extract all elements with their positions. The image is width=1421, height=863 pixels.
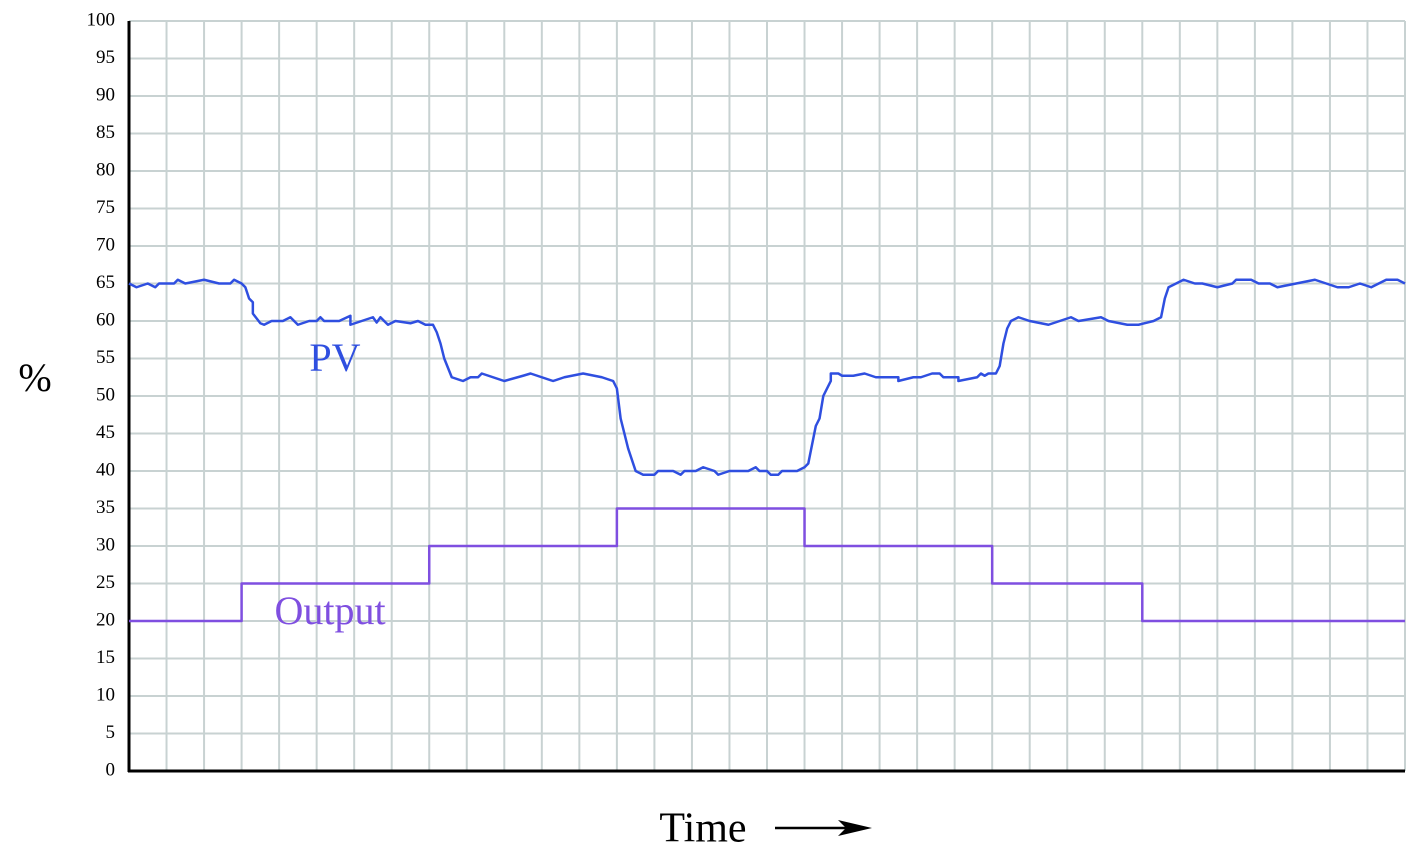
y-tick-label: 35 [96,497,115,518]
y-axis-label: % [18,355,51,400]
y-tick-label: 30 [96,534,115,555]
y-tick-label: 5 [106,722,116,743]
y-tick-label: 90 [96,84,115,105]
y-tick-label: 100 [87,9,116,30]
y-tick-label: 60 [96,309,115,330]
y-tick-label: 50 [96,384,115,405]
time-arrow [775,820,872,836]
y-tick-label: 15 [96,647,115,668]
y-tick-label: 95 [96,47,115,68]
y-tick-label: 80 [96,159,115,180]
y-tick-label: 55 [96,347,115,368]
y-tick-label: 75 [96,197,115,218]
series-line [128,278,1406,476]
series-line [129,507,1405,623]
y-tick-label: 40 [96,459,115,480]
y-tick-label: 25 [96,572,115,593]
y-tick-label: 20 [96,609,115,630]
series-label: PV [309,335,360,380]
series-label: Output [274,588,385,633]
y-tick-label: 85 [96,122,115,143]
x-axis-label: Time [659,806,746,852]
y-tick-label: 65 [96,272,115,293]
y-tick-label: 45 [96,422,115,443]
y-tick-label: 70 [96,234,115,255]
y-tick-label: 0 [106,759,116,780]
y-tick-label: 10 [96,684,115,705]
